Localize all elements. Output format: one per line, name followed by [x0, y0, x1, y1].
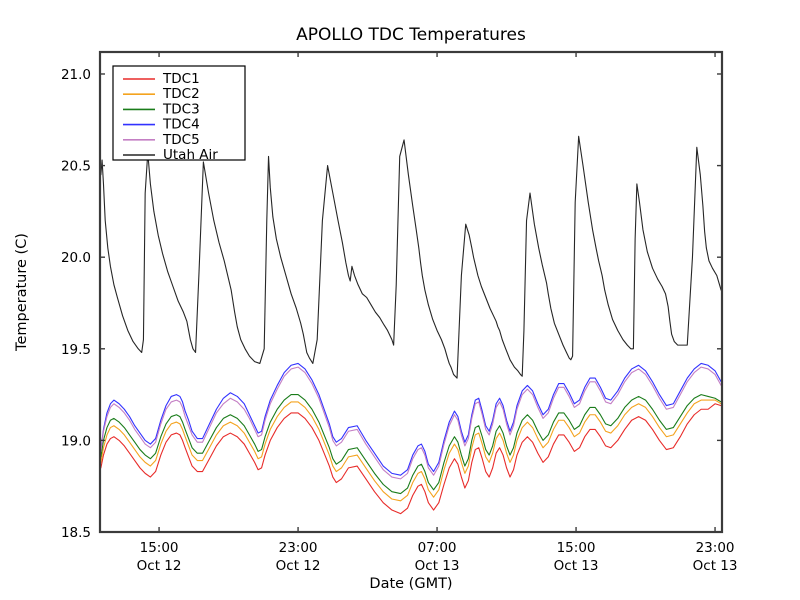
series-line-tdc4	[100, 362, 722, 476]
y-tick-label: 19.0	[61, 433, 91, 449]
series-line-tdc5	[100, 366, 722, 480]
series-layer	[100, 135, 722, 515]
y-tick-labels: 18.5 19.0 19.5 20.0 20.5 21.0	[61, 67, 91, 541]
y-axis-label: Temperature (C)	[14, 233, 30, 352]
legend-label-tdc4: TDC4	[162, 117, 200, 133]
legend-label-tdc1: TDC1	[162, 71, 200, 87]
legend-label-utah-air: Utah Air	[163, 147, 218, 163]
y-tick-label: 21.0	[61, 67, 91, 83]
x-tick-label-date: Oct 13	[693, 558, 738, 574]
series-line-tdc3	[100, 394, 722, 495]
y-tick-label: 19.5	[61, 342, 91, 358]
legend-box	[112, 65, 246, 161]
x-tick-label-time: 23:00	[279, 540, 318, 556]
x-tick-label-time: 07:00	[418, 540, 457, 556]
x-tick-label-date: Oct 12	[276, 558, 321, 574]
x-tick-label-time: 23:00	[696, 540, 735, 556]
x-tick-label-date: Oct 12	[137, 558, 182, 574]
legend-label-tdc3: TDC3	[162, 101, 200, 117]
x-tick-label-date: Oct 13	[415, 558, 460, 574]
legend-label-tdc5: TDC5	[162, 132, 200, 148]
x-tick-label-time: 15:00	[140, 540, 179, 556]
series-line-utah-air	[100, 135, 722, 379]
y-tick-label: 18.5	[61, 525, 91, 541]
legend-label-tdc2: TDC2	[162, 86, 200, 102]
x-tick-label-date: Oct 13	[554, 558, 599, 574]
x-tick-labels: 15:00 Oct 12 23:00 Oct 12 07:00 Oct 13 15:00 Oc…	[137, 540, 738, 574]
x-axis-label: Date (GMT)	[369, 576, 452, 592]
x-tick-label-time: 15:00	[557, 540, 596, 556]
plot-frame	[98, 50, 724, 534]
series-line-tdc1	[100, 403, 722, 515]
y-tick-label: 20.5	[61, 159, 91, 175]
y-tick-label: 20.0	[61, 250, 91, 266]
series-line-tdc2	[100, 399, 722, 502]
chart-title: APOLLO TDC Temperatures	[296, 25, 526, 45]
